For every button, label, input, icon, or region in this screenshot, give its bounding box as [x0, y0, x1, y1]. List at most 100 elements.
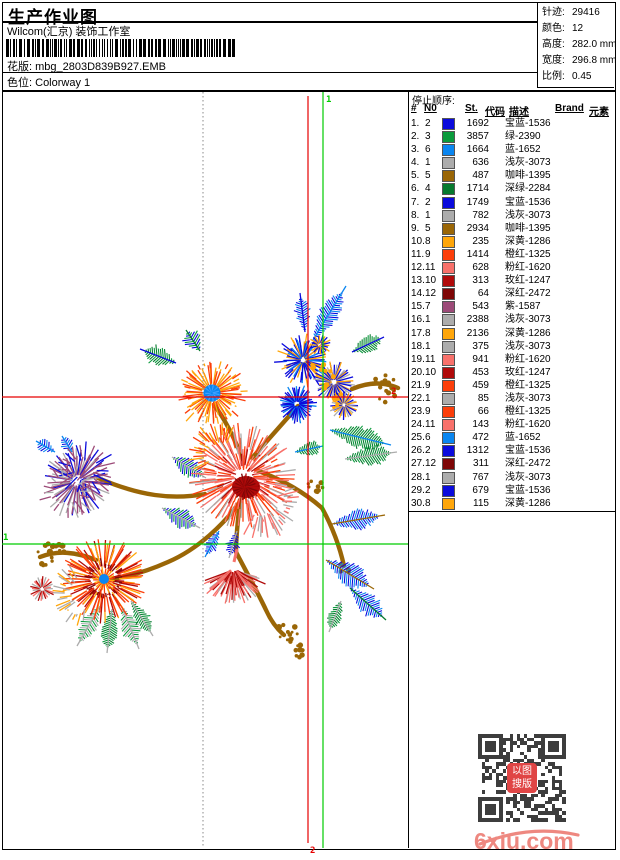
column-header: 元素 [589, 107, 609, 118]
needle-number: 2 [425, 445, 431, 457]
color-swatch [442, 353, 455, 366]
stop-index: 2. [411, 131, 420, 143]
thread-description: 深黄-1286 [505, 497, 551, 509]
thread-description: 深黄-1286 [505, 235, 551, 247]
color-swatch [442, 366, 455, 379]
stitch-count: 235 [472, 235, 489, 247]
stop-index: 10. [411, 235, 425, 247]
thread-description: 橙红-1325 [505, 406, 551, 418]
stop-sequence-title: 停止顺序: [412, 96, 455, 107]
logo-text: 6xiu.com [474, 828, 574, 854]
table-row: 8. 1 782 浅灰-3073 [409, 209, 615, 222]
color-swatch [442, 458, 455, 471]
barcode [6, 39, 242, 57]
panel-divider [408, 90, 409, 848]
color-swatch [442, 419, 455, 432]
needle-number: 9 [425, 248, 431, 260]
table-row: 7. 2 1749 宝蓝-1536 [409, 196, 615, 209]
table-row: 9. 5 2934 咖啡-1395 [409, 222, 615, 235]
stop-index: 26. [411, 445, 425, 457]
thread-description: 绿-2390 [505, 131, 541, 143]
stitch-count: 3857 [466, 131, 489, 143]
info-label: 颜色: [542, 23, 565, 34]
info-value: 282.0 mm [572, 39, 617, 50]
table-row: 21. 9 459 橙红-1325 [409, 379, 615, 392]
qr-center-badge: 以图 搜版 [507, 763, 537, 793]
color-swatch [442, 432, 455, 445]
needle-number: 1 [425, 314, 431, 326]
thread-description: 橙红-1325 [505, 248, 551, 260]
stop-index: 25. [411, 432, 425, 444]
stop-index: 29. [411, 484, 425, 496]
thread-description: 粉红-1620 [505, 353, 551, 365]
thread-description: 宝蓝-1536 [505, 445, 551, 457]
stop-index: 5. [411, 170, 420, 182]
color-swatch [442, 445, 455, 458]
table-row: 17. 8 2136 深黄-1286 [409, 327, 615, 340]
color-swatch [442, 406, 455, 419]
table-row: 1. 2 1692 宝蓝-1536 [409, 117, 615, 130]
table-row: 11. 9 1414 橙红-1325 [409, 248, 615, 261]
thread-description: 粉红-1620 [505, 262, 551, 274]
color-swatch [442, 209, 455, 222]
column-header: N0 [424, 103, 437, 114]
info-value: 0.45 [572, 71, 592, 82]
stop-index: 30. [411, 497, 425, 509]
table-row: 22. 1 85 浅灰-3073 [409, 392, 615, 405]
color-swatch [442, 248, 455, 261]
stop-index: 20. [411, 366, 425, 378]
table-row: 23. 9 66 橙红-1325 [409, 405, 615, 419]
table-row: 30. 8 115 深黄-1286 [409, 497, 615, 510]
pattern-value: mbg_2803D839B927.EMB [35, 61, 166, 73]
stop-index: 1. [411, 118, 420, 129]
info-row: 颜色: 12 [542, 21, 614, 37]
stop-index: 12. [411, 262, 425, 274]
stop-index: 7. [411, 196, 420, 208]
column-header: Brand [555, 103, 584, 114]
color-swatch [442, 497, 455, 510]
thread-description: 玫红-1247 [505, 275, 551, 287]
design-info-box: 针迹: 29416 颜色: 12 高度: 282.0 mm 宽度: 296.8 mm 比例: 0.… [537, 2, 617, 88]
thread-description: 浅灰-3073 [505, 340, 551, 352]
stitch-count: 1714 [466, 183, 489, 195]
thread-description: 深红-2472 [505, 458, 551, 470]
stitch-count: 453 [472, 366, 489, 378]
info-row: 比例: 0.45 [542, 69, 614, 85]
needle-number: 9 [425, 379, 431, 391]
column-header: 代码 [485, 107, 505, 118]
thread-description: 咖啡-1395 [505, 170, 551, 182]
table-row: 10. 8 235 深黄-1286 [409, 235, 615, 248]
qr-badge-text: 搜版 [512, 779, 532, 790]
thread-description: 橙红-1325 [505, 379, 551, 391]
table-row: 16. 1 2388 浅灰-3073 [409, 313, 615, 327]
table-row: 29. 2 679 宝蓝-1536 [409, 484, 615, 497]
thread-description: 浅灰-3073 [505, 157, 551, 169]
stitch-count: 543 [472, 301, 489, 313]
color-swatch [442, 288, 455, 301]
thread-description: 宝蓝-1536 [505, 484, 551, 496]
stitch-count: 2136 [466, 327, 489, 339]
needle-number: 1 [425, 209, 431, 221]
table-row: 13. 10 313 玫红-1247 [409, 274, 615, 288]
needle-number: 5 [425, 222, 431, 234]
stop-index: 14. [411, 288, 425, 300]
stop-index: 22. [411, 392, 425, 404]
thread-description: 玫红-1247 [505, 366, 551, 378]
site-logo: 6xiu.com [472, 818, 588, 858]
stitch-count: 782 [472, 209, 489, 221]
stitch-count: 115 [473, 497, 489, 509]
stop-index: 18. [411, 340, 425, 352]
needle-number: 12 [425, 288, 437, 300]
needle-number: 5 [425, 170, 431, 182]
table-body: 1. 2 1692 宝蓝-1536 2. 3 3857 绿-2390 3. 6 1664 蓝-1652… [409, 117, 615, 510]
stitch-count: 1664 [466, 144, 489, 156]
stop-index: 6. [411, 183, 420, 195]
color-swatch [442, 471, 455, 484]
needle-number: 1 [425, 392, 431, 404]
thread-description: 紫-1587 [505, 301, 541, 313]
colorway-value: Colorway 1 [35, 77, 91, 89]
stop-index: 27. [411, 458, 425, 470]
stitch-count: 1414 [466, 248, 489, 260]
stop-index: 19. [411, 353, 425, 365]
title-underline [2, 21, 538, 23]
